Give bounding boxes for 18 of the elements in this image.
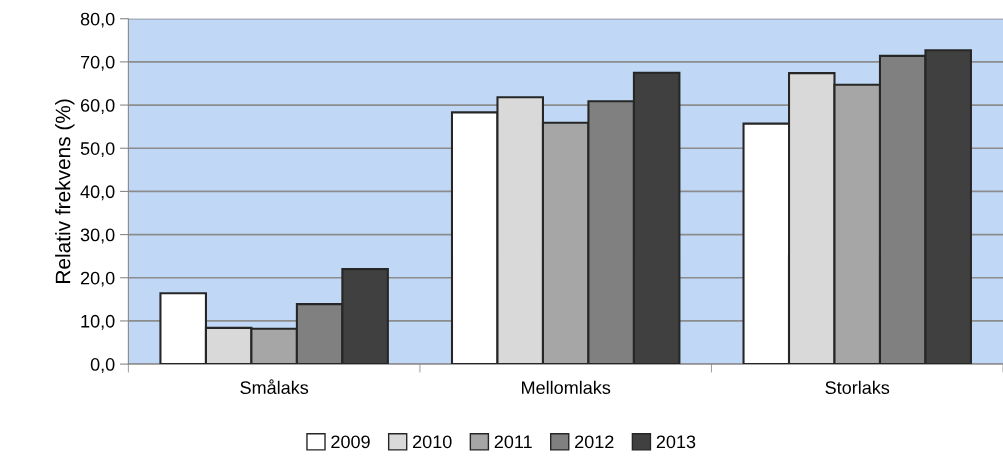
legend-label: 2012: [575, 435, 614, 449]
y-tick-label: 0,0: [90, 358, 115, 373]
y-axis-title: Relativ frekvens (%): [55, 99, 75, 283]
x-tick-label: Mellomlaks: [522, 380, 611, 395]
y-tick-label: 60,0: [80, 99, 115, 114]
legend-label: 2011: [494, 435, 532, 449]
y-tick-label: 50,0: [80, 142, 115, 158]
y-tick-label: 70,0: [80, 55, 115, 71]
y-tick-label: 20,0: [80, 271, 115, 287]
legend-label: 2013: [656, 435, 696, 449]
y-tick-label: 10,0: [81, 314, 115, 330]
x-tick-label: Smålaks: [240, 379, 309, 395]
y-tick-label: 40,0: [80, 185, 115, 201]
y-tick-label: 30,0: [80, 228, 115, 244]
x-tick-label: Storlaks: [825, 380, 890, 395]
legend-label: 2010: [413, 435, 452, 449]
legend-label: 2009: [331, 435, 370, 449]
y-tick-label: 80,0: [80, 12, 115, 28]
